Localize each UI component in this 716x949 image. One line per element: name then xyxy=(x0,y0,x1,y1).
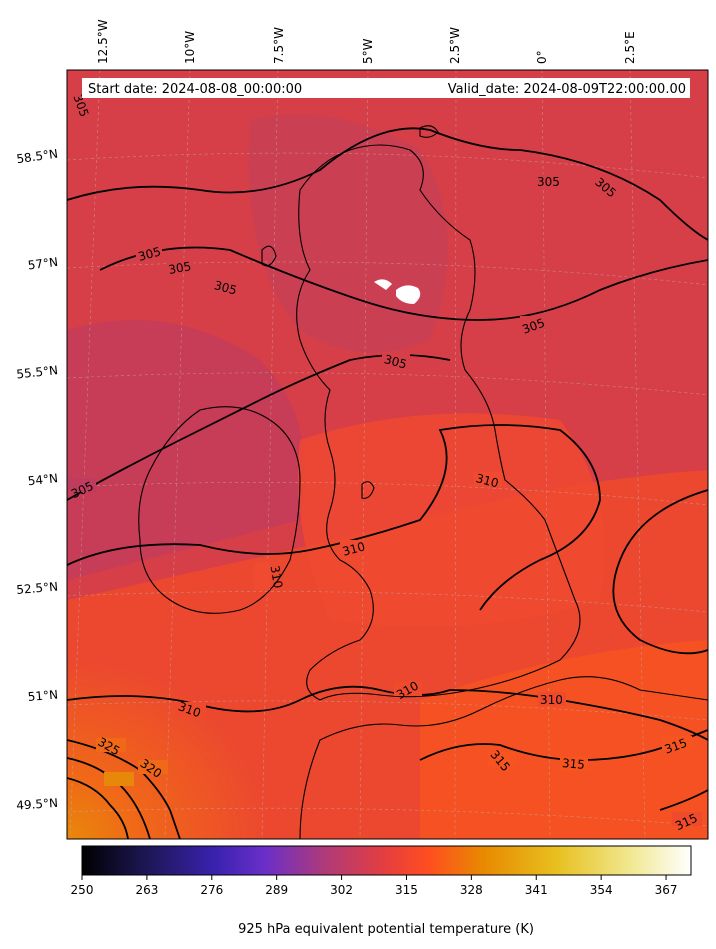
contour-label: 315 xyxy=(561,756,585,772)
field-warm-southeast xyxy=(420,640,708,839)
contour-label: 305 xyxy=(167,259,192,277)
colorbar: 250 263 276 289 302 315 328 341 354 367 925 hPa e… xyxy=(71,845,692,937)
lon-tick-label: 5°W xyxy=(361,38,375,64)
lat-tick-label: 52.5°N xyxy=(16,579,59,597)
missing-data-patch xyxy=(374,279,392,290)
colorbar-tick-label: 276 xyxy=(200,883,223,897)
contour-325 xyxy=(67,777,129,839)
coastline-great-britain xyxy=(296,144,581,701)
lon-tick-label: 10°W xyxy=(183,31,197,64)
latitude-tick-labels: 58.5°N 57°N 55.5°N 54°N 52.5°N 51°N 49.5… xyxy=(16,147,59,813)
colorbar-tick-label: 354 xyxy=(590,883,613,897)
lat-tick-label: 54°N xyxy=(27,471,59,488)
lat-tick-label: 55.5°N xyxy=(16,363,59,381)
valid-date-text: Valid_date: 2024-08-09T22:00:00.00 xyxy=(448,82,686,97)
lon-tick-label: 0° xyxy=(535,50,549,64)
field-warm-england xyxy=(298,413,605,627)
field-cool-west xyxy=(67,320,305,580)
colorbar-tick-label: 263 xyxy=(135,883,158,897)
contour-310 xyxy=(612,489,708,655)
contour-label: 305 xyxy=(383,352,409,371)
contour-310 xyxy=(659,789,708,811)
contour-label: 305 xyxy=(213,278,239,297)
colorbar-tick-label: 250 xyxy=(71,883,94,897)
missing-data-patch xyxy=(396,285,421,304)
colorbar-tick-label: 315 xyxy=(395,883,418,897)
coastlines xyxy=(138,125,708,839)
map-area: 305 305 305 305 305 305 305 305 305 310 … xyxy=(67,70,708,839)
contour-310 xyxy=(67,424,601,611)
lat-tick-label: 51°N xyxy=(27,687,58,704)
contour-label: 310 xyxy=(341,539,367,558)
lon-tick-label: 2.5°W xyxy=(448,27,462,64)
coastline-ireland xyxy=(138,406,301,614)
lon-tick-label: 12.5°W xyxy=(96,19,110,64)
contour-305 xyxy=(67,127,708,241)
coastline-orkney xyxy=(419,125,439,138)
colorbar-tick-label: 367 xyxy=(655,883,678,897)
colorbar-tick-label: 302 xyxy=(330,883,353,897)
coastline-isle-of-man xyxy=(361,481,375,499)
longitude-tick-labels: 12.5°W 10°W 7.5°W 5°W 2.5°W 0° 2.5°E xyxy=(96,19,637,64)
colorbar-tick-label: 289 xyxy=(265,883,288,897)
colorbar-gradient xyxy=(81,845,692,876)
coastline-france xyxy=(299,676,708,839)
contour-label: 310 xyxy=(540,693,563,707)
colorbar-tick-label: 328 xyxy=(460,883,483,897)
colorbar-tick-label: 341 xyxy=(525,883,548,897)
contour-label: 310 xyxy=(474,471,500,490)
lat-tick-label: 57°N xyxy=(27,255,59,273)
start-date-text: Start date: 2024-08-08_00:00:00 xyxy=(88,82,302,97)
colorbar-ticks: 250 263 276 289 302 315 328 341 354 367 xyxy=(71,875,678,897)
contour-305 xyxy=(99,246,708,321)
contour-label: 310 xyxy=(268,564,286,589)
contour-305 xyxy=(67,354,451,501)
lat-tick-label: 58.5°N xyxy=(16,147,59,167)
contour-label: 305 xyxy=(537,175,560,189)
lon-tick-label: 2.5°E xyxy=(623,31,637,64)
contour-label: 305 xyxy=(137,244,163,263)
map-frame xyxy=(66,69,709,840)
date-header: Start date: 2024-08-08_00:00:00 Valid_da… xyxy=(82,78,690,98)
graticule xyxy=(67,70,708,839)
lat-tick-label: 49.5°N xyxy=(16,796,59,813)
lon-tick-label: 7.5°W xyxy=(272,27,286,64)
colorbar-label: 925 hPa equivalent potential temperature… xyxy=(238,922,534,937)
